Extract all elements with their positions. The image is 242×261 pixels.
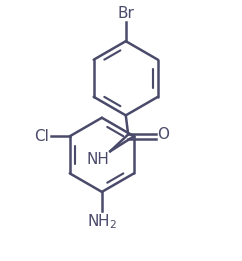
Text: Br: Br [117, 6, 134, 21]
Text: O: O [157, 127, 169, 142]
Text: NH: NH [86, 152, 109, 167]
Text: Cl: Cl [35, 129, 49, 144]
Text: NH$_2$: NH$_2$ [87, 212, 117, 231]
